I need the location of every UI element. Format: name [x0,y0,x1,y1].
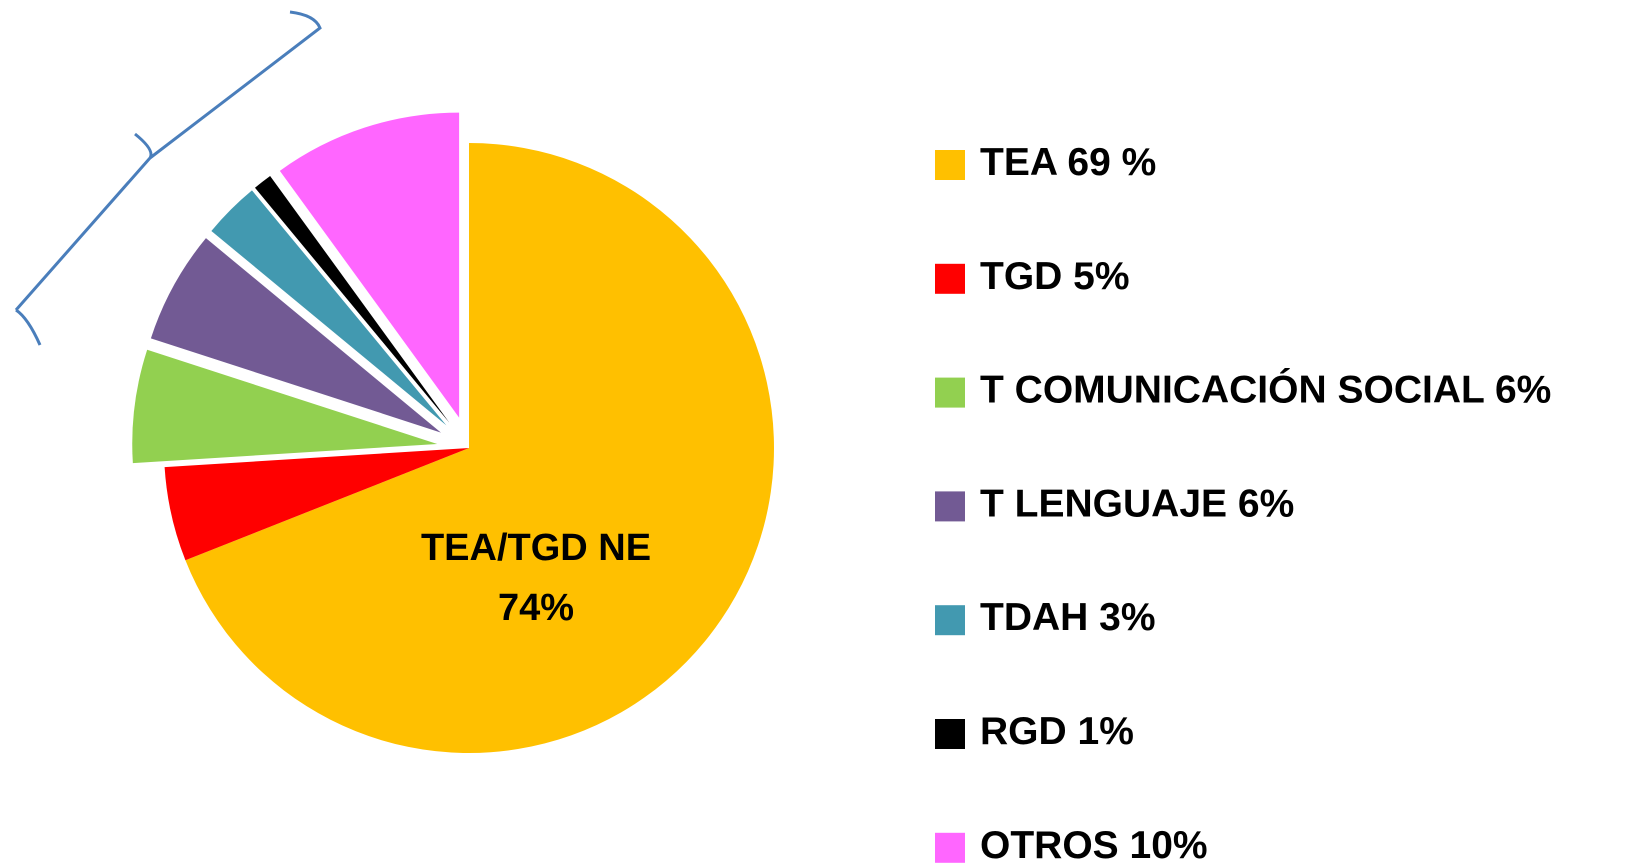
legend-value: 6% [1495,369,1551,412]
pie-slice [185,143,775,753]
pie [132,112,775,753]
bracket [14,10,322,346]
legend-name: TDAH [980,596,1088,639]
legend-name: T LENGUAJE [980,483,1227,526]
legend-name: TGD [980,255,1062,298]
legend-label: T LENGUAJE 6% [980,483,1294,526]
pie-slice [132,349,438,464]
legend-value: 5% [1073,255,1129,298]
legend-label: TGD 5% [980,255,1130,298]
legend-name: OTROS [980,824,1119,864]
pie-slice [279,112,460,418]
annotation: 74% [498,587,574,629]
legend-name: RGD [980,710,1067,753]
pie-slice [211,190,447,426]
legend: TEA 69 %TGD 5%T COMUNICACIÓN SOCIAL 6%T … [935,141,1551,864]
legend-value: 6% [1238,483,1294,526]
pie-slice [150,238,441,433]
pie-slice [164,448,469,561]
legend-swatch [935,491,965,522]
pie-slice [254,175,450,423]
legend-label: TDAH 3% [980,596,1156,639]
legend-swatch [935,263,965,294]
legend-swatch [935,377,965,408]
legend-name: TEA [980,141,1058,184]
legend-label: OTROS 10% [980,824,1208,864]
legend-swatch [935,150,965,180]
legend-label: RGD 1% [980,710,1134,753]
legend-label: TEA 69 % [980,141,1156,184]
legend-value: 10% [1130,824,1208,864]
legend-name: T COMUNICACIÓN SOCIAL [980,368,1484,412]
legend-value: 3% [1099,596,1155,639]
legend-value: 1% [1078,710,1134,753]
annotation: TEA/TGD NE [421,527,651,569]
legend-swatch [935,832,965,863]
legend-value: 69 % [1067,141,1156,184]
legend-label: T COMUNICACIÓN SOCIAL 6% [980,368,1551,412]
legend-swatch [935,719,965,749]
legend-swatch [935,605,965,636]
